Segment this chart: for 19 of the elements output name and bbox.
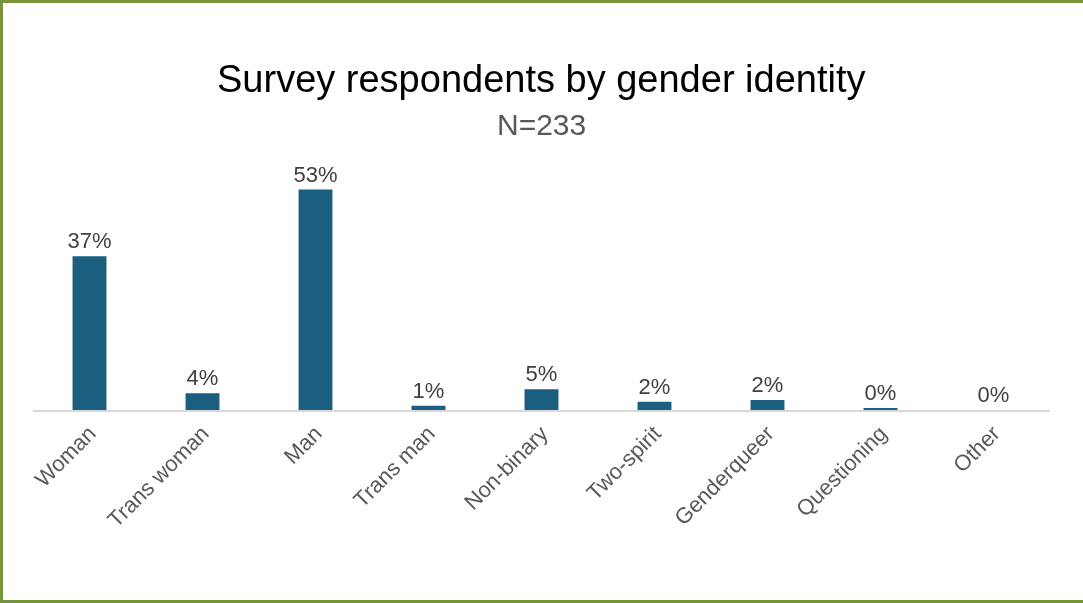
bar xyxy=(185,393,220,410)
data-label: 37% xyxy=(67,228,112,254)
data-label: 4% xyxy=(186,365,219,391)
bar xyxy=(72,256,107,410)
data-label: 1% xyxy=(412,377,445,403)
bar xyxy=(298,189,333,410)
bar xyxy=(637,401,672,410)
bar xyxy=(411,405,446,410)
bar xyxy=(750,400,785,410)
data-label: 0% xyxy=(977,382,1010,407)
data-label: 2% xyxy=(751,372,784,398)
data-label: 0% xyxy=(864,380,897,405)
data-label: 5% xyxy=(525,361,558,387)
data-label: 53% xyxy=(293,161,338,187)
x-tick-label: Man xyxy=(278,420,327,469)
data-label: 2% xyxy=(638,373,671,399)
chart-title: Survey respondents by gender identity xyxy=(217,58,866,100)
chart-subtitle: N=233 xyxy=(497,108,587,141)
bar xyxy=(524,389,559,410)
